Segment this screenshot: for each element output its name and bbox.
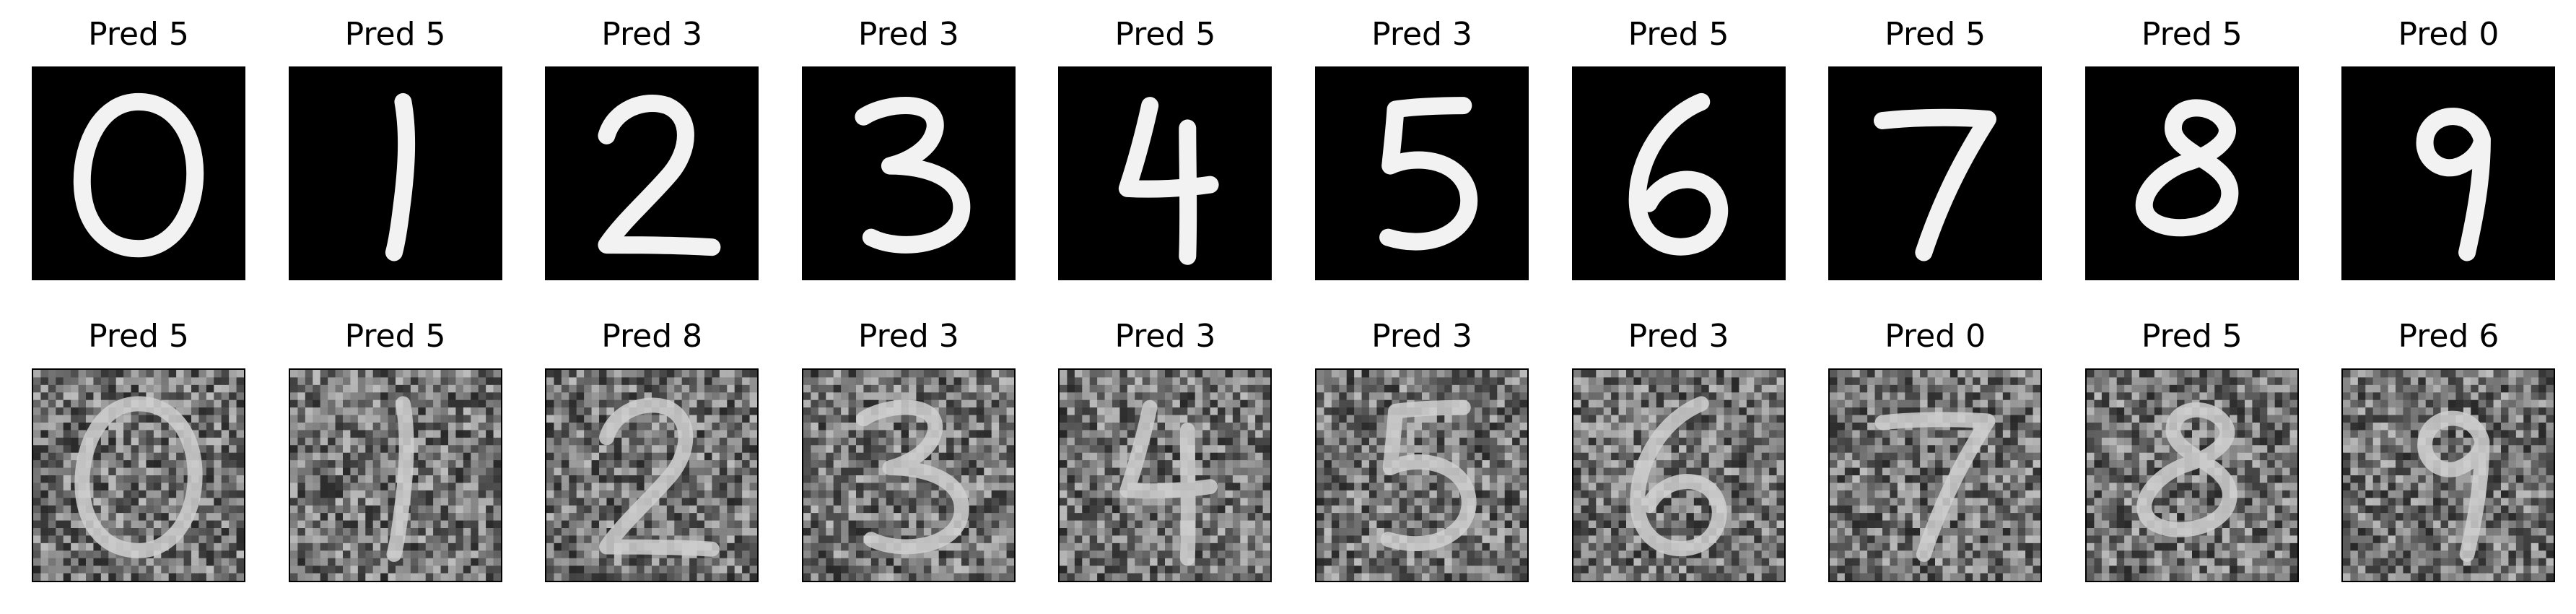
- noisy-digit-image: [33, 370, 244, 581]
- panel-image-frame: [1315, 368, 1529, 582]
- panel-title: Pred 5: [88, 16, 189, 53]
- digit-stroke: [1629, 396, 1727, 557]
- panel-image-frame: [2341, 368, 2556, 582]
- clean-digit-image: [546, 68, 758, 279]
- digit-stroke: [2417, 410, 2490, 562]
- clean-digit-image: [1060, 68, 1271, 279]
- noise-texture: [1830, 370, 2041, 581]
- panel-image-frame: [1571, 66, 1786, 280]
- digit-stroke: [1119, 97, 1219, 265]
- panel-title: Pred 0: [2398, 16, 2499, 53]
- panel-title: Pred 3: [1114, 318, 1216, 355]
- panel-image-frame: [1828, 66, 2043, 280]
- digit-stroke: [855, 399, 969, 555]
- panel-title: Pred 6: [2398, 318, 2499, 355]
- noise-texture: [803, 370, 1014, 581]
- clean-digit-image: [803, 68, 1014, 279]
- noise-texture: [1317, 370, 1527, 581]
- panel-image-frame: [1828, 368, 2043, 582]
- digit-stroke: [1119, 399, 1218, 566]
- clean-digit-image: [2086, 68, 2297, 279]
- panel-title: Pred 3: [857, 16, 959, 53]
- noise-texture: [2086, 370, 2297, 581]
- noisy-digit-image: [2343, 370, 2554, 581]
- clean-digit-image: [1830, 68, 2041, 279]
- panel-image-frame: [545, 66, 759, 280]
- panel-image-frame: [801, 368, 1016, 582]
- noisy-digit-image: [803, 370, 1014, 581]
- noisy-digit-image: [1830, 370, 2041, 581]
- panel-title: Pred 5: [1114, 16, 1216, 53]
- clean-digit-image: [1317, 68, 1527, 279]
- digit-stroke: [1379, 97, 1477, 251]
- panel-title: Pred 3: [601, 16, 703, 53]
- digit-stroke: [2136, 402, 2237, 537]
- noise-texture: [289, 370, 501, 581]
- panel-image-frame: [288, 66, 502, 280]
- clean-digit-image: [2343, 68, 2554, 279]
- digit-stroke: [1628, 92, 1728, 256]
- panel-title: Pred 5: [1628, 16, 1729, 53]
- panel-title: Pred 5: [344, 16, 446, 53]
- digit-stroke: [855, 96, 970, 254]
- panel-title: Pred 3: [1371, 318, 1472, 355]
- digit-stroke: [1874, 412, 1996, 562]
- panel-title: Pred 3: [1371, 16, 1472, 53]
- panel-image-frame: [2084, 368, 2299, 582]
- digit-stroke: [2135, 99, 2238, 237]
- noisy-digit-image: [2086, 370, 2297, 581]
- panel-image-frame: [32, 66, 245, 280]
- panel-image-frame: [288, 368, 502, 582]
- panel-image-frame: [545, 368, 759, 582]
- panel-title: Pred 0: [1885, 318, 1986, 355]
- digit-stroke: [74, 396, 203, 558]
- digit-stroke: [386, 396, 414, 562]
- panel-image-frame: [32, 368, 245, 582]
- panel-image-frame: [2084, 66, 2299, 280]
- panel-image-frame: [1058, 368, 1272, 582]
- panel-title: Pred 5: [344, 318, 446, 355]
- panel-image-frame: [1571, 368, 1786, 582]
- panel-image-frame: [2341, 66, 2556, 280]
- noisy-digit-image: [289, 370, 501, 581]
- digit-stroke: [599, 397, 720, 557]
- noisy-digit-image: [1573, 370, 1784, 581]
- panel-title: Pred 5: [1885, 16, 1986, 53]
- digit-stroke: [2416, 108, 2492, 261]
- noisy-digit-image: [1317, 370, 1527, 581]
- noise-texture: [1060, 370, 1271, 581]
- panel-title: Pred 5: [2141, 16, 2243, 53]
- clean-digit-image: [289, 68, 501, 279]
- digit-stroke: [598, 95, 721, 256]
- noisy-digit-image: [1060, 370, 1271, 581]
- panel-title: Pred 8: [601, 318, 703, 355]
- clean-digit-image: [33, 68, 244, 279]
- digit-stroke: [1380, 399, 1477, 551]
- noisy-digit-image: [546, 370, 758, 581]
- panel-title: Pred 3: [1628, 318, 1729, 355]
- panel-title: Pred 5: [88, 318, 189, 355]
- noise-texture: [2343, 370, 2554, 581]
- digit-stroke: [73, 92, 204, 258]
- digit-stroke: [1874, 108, 1997, 261]
- panel-image-frame: [801, 66, 1016, 280]
- clean-digit-image: [1573, 68, 1784, 279]
- panel-image-frame: [1315, 66, 1529, 280]
- panel-title: Pred 3: [857, 318, 959, 355]
- digit-stroke: [385, 92, 415, 261]
- panel-image-frame: [1058, 66, 1272, 280]
- panel-title: Pred 5: [2141, 318, 2243, 355]
